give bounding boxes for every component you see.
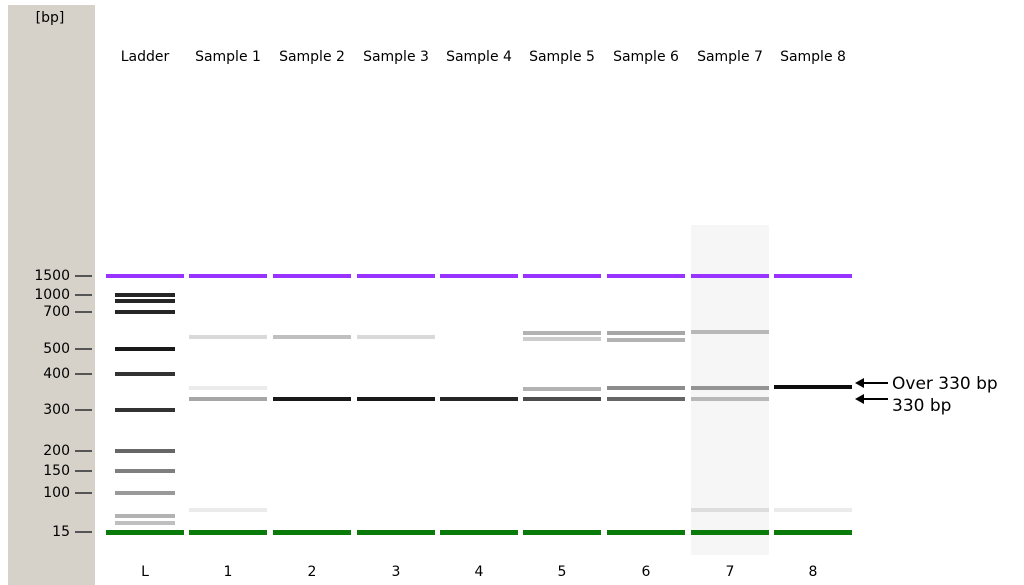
lower-marker xyxy=(774,530,852,535)
annotation: Over 330 bp xyxy=(892,374,998,394)
upper-marker xyxy=(106,274,184,278)
lane-label: 6 xyxy=(642,564,651,580)
band xyxy=(115,372,175,376)
band xyxy=(115,469,175,473)
lane-name: Sample 4 xyxy=(446,49,512,65)
band xyxy=(273,335,351,339)
upper-marker xyxy=(691,274,769,278)
lower-marker xyxy=(607,530,685,535)
band xyxy=(357,397,435,401)
lower-marker xyxy=(273,530,351,535)
band xyxy=(273,397,351,401)
band xyxy=(189,335,267,339)
band xyxy=(189,386,267,390)
lane-name: Sample 1 xyxy=(195,49,261,65)
upper-marker xyxy=(189,274,267,278)
annotation: 330 bp xyxy=(892,396,951,416)
lane-label: 4 xyxy=(475,564,484,580)
lane-label: 1 xyxy=(224,564,233,580)
band xyxy=(774,508,852,512)
tick-label: 100 xyxy=(43,485,70,501)
band xyxy=(607,386,685,390)
tick-label: 200 xyxy=(43,443,70,459)
upper-marker xyxy=(273,274,351,278)
upper-marker xyxy=(357,274,435,278)
band xyxy=(691,397,769,401)
lane-name: Sample 8 xyxy=(780,49,846,65)
band xyxy=(189,508,267,512)
lower-marker xyxy=(357,530,435,535)
band xyxy=(607,331,685,335)
tick-label: 1500 xyxy=(34,268,70,284)
lane-label: L xyxy=(141,564,149,580)
band xyxy=(523,387,601,391)
tick-label: 400 xyxy=(43,366,70,382)
lower-marker xyxy=(691,530,769,535)
lane-name: Ladder xyxy=(121,49,170,65)
axis-unit: [bp] xyxy=(36,10,65,26)
lower-marker xyxy=(523,530,601,535)
lower-marker xyxy=(440,530,518,535)
lane-name: Sample 5 xyxy=(529,49,595,65)
lane-label: 2 xyxy=(308,564,317,580)
lane-name: Sample 3 xyxy=(363,49,429,65)
band xyxy=(357,335,435,339)
band xyxy=(115,347,175,351)
band xyxy=(115,293,175,297)
band xyxy=(691,386,769,390)
lane-label: 5 xyxy=(558,564,567,580)
lane-name: Sample 2 xyxy=(279,49,345,65)
upper-marker xyxy=(440,274,518,278)
upper-marker xyxy=(523,274,601,278)
band xyxy=(115,408,175,412)
band xyxy=(523,337,601,341)
tick-label: 1000 xyxy=(34,287,70,303)
arrow-head xyxy=(855,378,864,388)
tick-label: 300 xyxy=(43,402,70,418)
lane-name: Sample 7 xyxy=(697,49,763,65)
tick-label: 150 xyxy=(43,463,70,479)
band xyxy=(115,449,175,453)
band xyxy=(774,385,852,389)
tick-label: 500 xyxy=(43,341,70,357)
lower-marker xyxy=(106,530,184,535)
gel-view: [bp] Over 330 bp 330 bp 1500 1000700 500 40… xyxy=(0,0,1024,585)
lane-name: Sample 6 xyxy=(613,49,679,65)
band xyxy=(523,397,601,401)
band xyxy=(691,508,769,512)
band xyxy=(523,331,601,335)
upper-marker xyxy=(774,274,852,278)
lane-label: 7 xyxy=(726,564,735,580)
lane-label: 8 xyxy=(809,564,818,580)
band xyxy=(607,397,685,401)
band xyxy=(607,338,685,342)
band xyxy=(115,514,175,518)
band xyxy=(691,330,769,334)
lower-marker xyxy=(189,530,267,535)
band xyxy=(115,521,175,525)
band xyxy=(189,397,267,401)
tick-label: 700 xyxy=(43,304,70,320)
lane-label: 3 xyxy=(392,564,401,580)
band xyxy=(115,491,175,495)
band xyxy=(115,310,175,314)
band xyxy=(440,397,518,401)
upper-marker xyxy=(607,274,685,278)
tick-label: 15 xyxy=(52,524,70,540)
band xyxy=(115,299,175,303)
arrow-head xyxy=(855,394,864,404)
